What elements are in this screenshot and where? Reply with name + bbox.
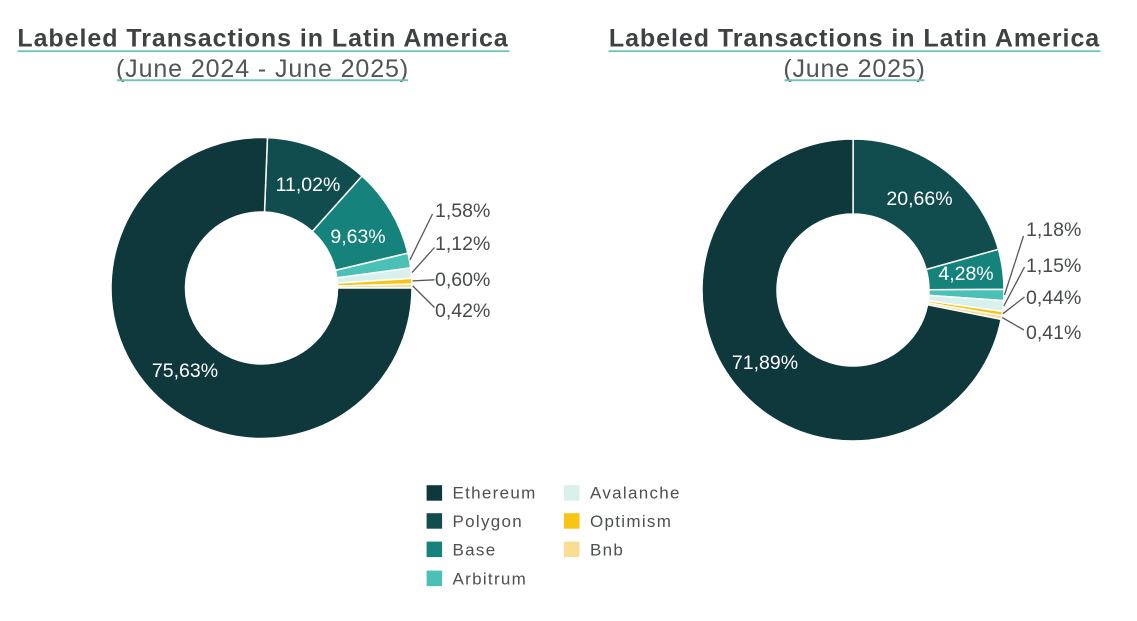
svg-text:0,44%: 0,44% bbox=[1026, 287, 1081, 309]
svg-text:4,28%: 4,28% bbox=[938, 263, 993, 285]
svg-text:Polygon: Polygon bbox=[453, 512, 524, 531]
svg-text:Labeled Transactions in Latin: Labeled Transactions in Latin America bbox=[17, 24, 508, 52]
svg-text:1,18%: 1,18% bbox=[1026, 219, 1081, 241]
svg-text:0,41%: 0,41% bbox=[1026, 322, 1081, 344]
svg-text:71,89%: 71,89% bbox=[732, 352, 798, 374]
svg-text:Optimism: Optimism bbox=[590, 512, 672, 531]
svg-text:Arbitrum: Arbitrum bbox=[453, 569, 528, 588]
svg-text:75,63%: 75,63% bbox=[152, 360, 218, 382]
svg-text:(June 2025): (June 2025) bbox=[783, 55, 925, 83]
svg-text:1,58%: 1,58% bbox=[435, 200, 490, 222]
svg-text:(June 2024 - June 2025): (June 2024 - June 2025) bbox=[116, 55, 409, 83]
svg-text:1,12%: 1,12% bbox=[435, 233, 490, 255]
svg-text:1,15%: 1,15% bbox=[1026, 255, 1081, 277]
svg-text:9,63%: 9,63% bbox=[330, 226, 385, 248]
svg-text:20,66%: 20,66% bbox=[886, 188, 952, 210]
svg-text:Ethereum: Ethereum bbox=[453, 484, 537, 503]
svg-text:Bnb: Bnb bbox=[590, 540, 624, 559]
svg-text:0,42%: 0,42% bbox=[435, 300, 490, 322]
svg-text:Base: Base bbox=[453, 540, 497, 559]
svg-text:Labeled Transactions in Latin: Labeled Transactions in Latin America bbox=[609, 24, 1100, 52]
svg-text:11,02%: 11,02% bbox=[276, 174, 341, 196]
svg-text:0,60%: 0,60% bbox=[435, 269, 490, 291]
svg-text:Avalanche: Avalanche bbox=[590, 484, 681, 503]
